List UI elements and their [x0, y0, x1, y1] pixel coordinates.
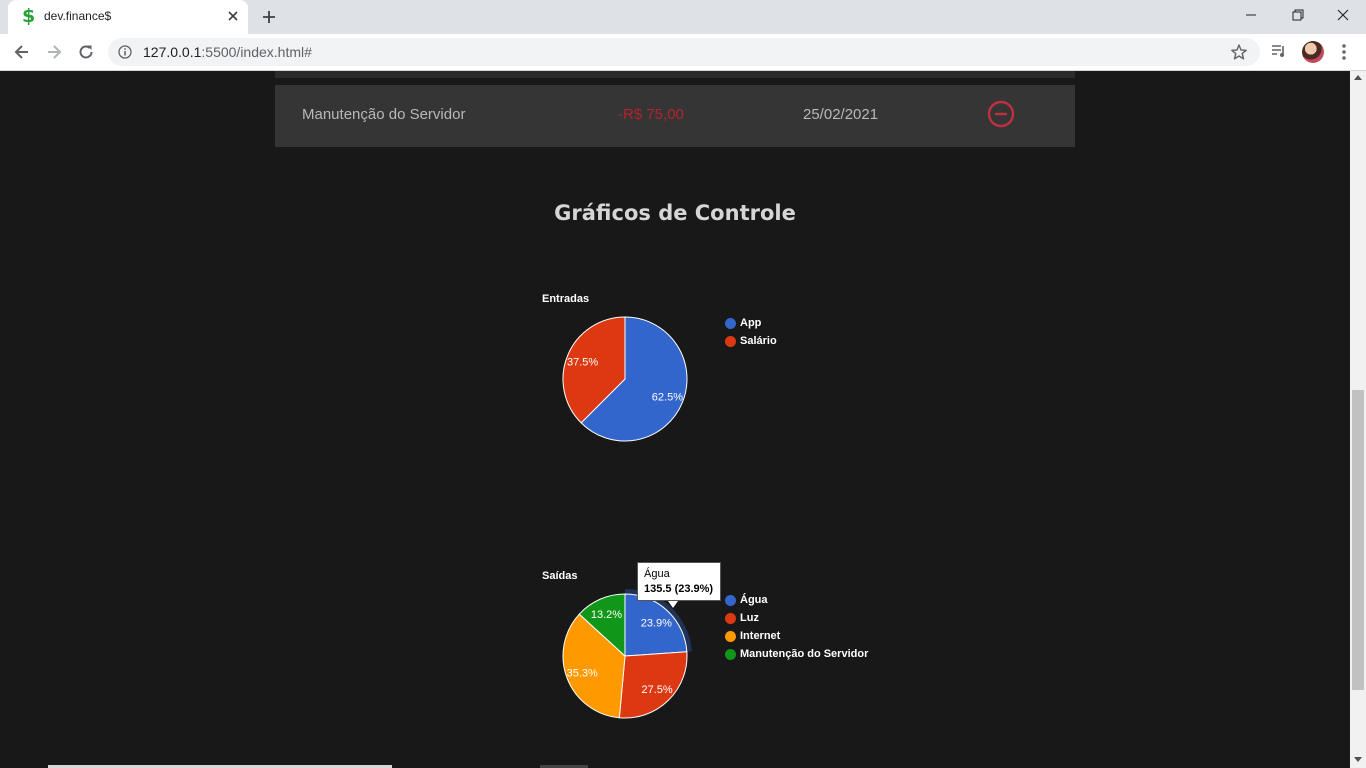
url-text[interactable]: 127.0.0.1:5500/index.html#: [143, 44, 312, 60]
scrollbar-thumb[interactable]: [1352, 390, 1364, 690]
legend-swatch: [725, 336, 736, 347]
legend-swatch: [725, 318, 736, 329]
forward-arrow-icon[interactable]: [44, 42, 64, 62]
pie-slice-manutencao-do-servidor[interactable]: [578, 593, 626, 658]
legend-swatch: [725, 649, 736, 660]
footer-divider: [48, 765, 392, 768]
pie-slice-luz[interactable]: [618, 651, 688, 719]
window-close-icon[interactable]: [1320, 0, 1366, 30]
browser-toolbar: 127.0.0.1:5500/index.html#: [0, 34, 1366, 71]
chart-title-saidas: Saídas: [542, 570, 578, 582]
media-control-icon[interactable]: [1270, 42, 1288, 60]
url-path: :5500/index.html#: [201, 44, 312, 60]
legend-label: Água: [740, 594, 768, 606]
tab-strip: $ dev.finance$: [0, 0, 1366, 34]
profile-avatar[interactable]: [1302, 41, 1324, 63]
tab-title: dev.finance$: [44, 9, 112, 23]
legend-swatch: [725, 631, 736, 642]
legend-label: Luz: [740, 612, 759, 624]
scroll-up-arrow-icon[interactable]: [1354, 75, 1362, 80]
charts-section-title: Gráficos de Controle: [554, 201, 796, 225]
pie-slice-label: 62.5%: [652, 392, 683, 404]
transaction-date: 25/02/2021: [803, 106, 879, 123]
remove-transaction-icon[interactable]: [987, 100, 1015, 128]
pie-slice-salario[interactable]: [562, 316, 626, 424]
pie-slice-app[interactable]: [580, 316, 688, 442]
bookmark-star-icon[interactable]: [1230, 43, 1248, 61]
pie-slice-label: 23.9%: [641, 617, 672, 629]
chart-title-entradas: Entradas: [542, 293, 590, 305]
legend-label: Salário: [740, 335, 777, 347]
legend-swatch: [725, 595, 736, 606]
legend-label: Internet: [740, 630, 781, 642]
transaction-row: Manutenção do Servidor -R$ 75,00 25/02/2…: [275, 85, 1075, 147]
new-tab-icon[interactable]: [260, 8, 278, 26]
restore-icon[interactable]: [1274, 0, 1320, 30]
pie-slice-label: 37.5%: [567, 356, 598, 368]
url-host: 127.0.0.1: [143, 44, 202, 60]
footer-marker: [540, 765, 588, 768]
tooltip-tail: [668, 601, 678, 608]
pie-slice-agua[interactable]: [624, 593, 688, 657]
browser-tab[interactable]: $ dev.finance$: [8, 0, 248, 34]
transaction-amount: -R$ 75,00: [618, 106, 684, 123]
pie-slice-label: 13.2%: [591, 609, 622, 621]
chart-tooltip: Água 135.5 (23.9%): [637, 562, 721, 601]
pie-chart-saidas[interactable]: 23.9% 27.5% 35.3% 13.2%: [555, 586, 695, 726]
pie-slice-label: 35.3%: [567, 668, 598, 680]
pie-slice-label: 27.5%: [641, 684, 672, 696]
close-icon[interactable]: [225, 8, 241, 24]
page-viewport: Manutenção do Servidor -R$ 75,00 25/02/2…: [0, 71, 1350, 768]
tooltip-label: Água: [644, 568, 670, 580]
tooltip-value: 135.5 (23.9%): [644, 583, 714, 595]
minimize-icon[interactable]: [1228, 0, 1274, 30]
reload-icon[interactable]: [76, 42, 96, 62]
transaction-description: Manutenção do Servidor: [302, 106, 466, 123]
legend-label: App: [740, 317, 762, 329]
more-menu-icon[interactable]: [1336, 42, 1352, 62]
legend-swatch: [725, 613, 736, 624]
address-bar[interactable]: 127.0.0.1:5500/index.html#: [108, 38, 1260, 66]
scroll-down-arrow-icon[interactable]: [1354, 757, 1362, 762]
info-icon[interactable]: [118, 45, 132, 59]
dollar-favicon-icon: $: [22, 5, 36, 27]
back-arrow-icon[interactable]: [12, 42, 32, 62]
transaction-row-previous: [275, 71, 1075, 78]
legend-label: Manutenção do Servidor: [740, 648, 869, 660]
pie-slice-internet[interactable]: [562, 613, 626, 719]
vertical-scrollbar[interactable]: [1350, 71, 1366, 768]
pie-chart-entradas[interactable]: 62.5% 37.5%: [555, 309, 695, 449]
